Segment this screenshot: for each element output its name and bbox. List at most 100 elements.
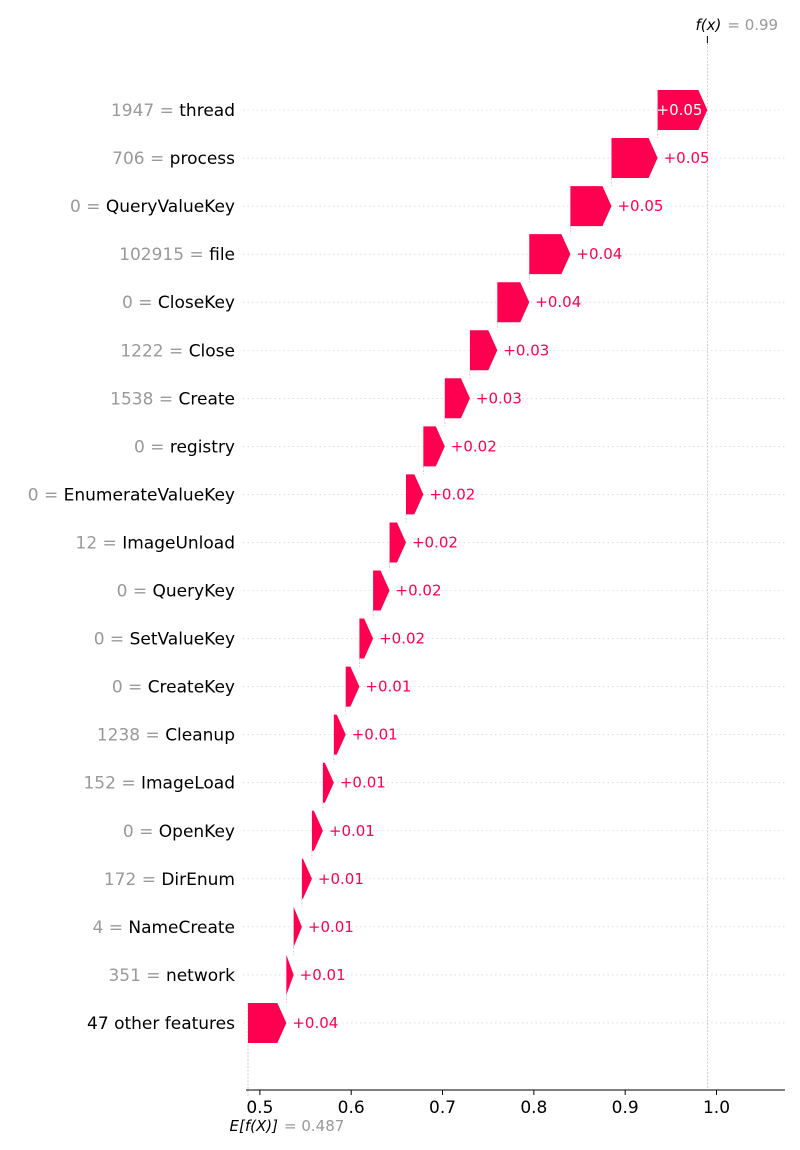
- bar-namecreate: [293, 906, 302, 947]
- feature-name: network: [166, 966, 235, 986]
- bar-value-label: +0.03: [503, 341, 549, 359]
- base-annotation: E[f(X)] = 0.487: [230, 1117, 345, 1135]
- feature-label: 102915 = file: [119, 245, 235, 265]
- reference-lines: [247, 43, 708, 1096]
- feature-name: Create: [179, 389, 236, 409]
- bar-value-label: +0.02: [412, 533, 458, 551]
- x-tick-label: 0.5: [246, 1098, 273, 1118]
- bar-value-label: +0.02: [396, 582, 442, 600]
- bar-47-other-features: [248, 1002, 287, 1043]
- row-gridlines: [243, 109, 785, 1024]
- feature-label: 0 = EnumerateValueKey: [28, 485, 235, 505]
- bar-value-label: +0.02: [379, 630, 425, 648]
- bar-enumeratevaluekey: [405, 474, 424, 515]
- bar-value-label: +0.01: [340, 774, 386, 792]
- feature-name: DirEnum: [161, 870, 235, 890]
- bar-querykey: [373, 570, 390, 611]
- bar-cleanup: [333, 714, 346, 755]
- bar-value-label: +0.01: [365, 678, 411, 696]
- bar-queryvaluekey: [570, 186, 612, 227]
- feature-label: 0 = CloseKey: [122, 293, 235, 313]
- feature-label: 1538 = Create: [110, 389, 235, 409]
- bar-value-label: +0.03: [476, 389, 522, 407]
- contribution-bars: +0.05 +0.05 +0.05 +0.04 +0.04 +0.03 +0.03 +0.02…: [248, 90, 710, 1043]
- feature-name: file: [209, 245, 235, 265]
- feature-value: 0 =: [117, 582, 153, 602]
- feature-label: 0 = QueryKey: [117, 582, 235, 602]
- feature-value: 351 =: [108, 966, 166, 986]
- feature-label: 0 = OpenKey: [123, 822, 235, 842]
- bar-network: [286, 954, 294, 995]
- bar-imageunload: [389, 522, 406, 563]
- feature-name: CreateKey: [148, 678, 235, 698]
- feature-label: 1238 = Cleanup: [97, 726, 235, 746]
- feature-name: QueryKey: [153, 582, 236, 602]
- feature-value: 0 =: [94, 630, 130, 650]
- bar-registry: [423, 426, 445, 467]
- feature-label: 0 = QueryValueKey: [70, 197, 235, 217]
- x-axis: 0.5 0.6 0.7 0.8 0.9 1.0: [246, 1089, 785, 1118]
- feature-name: ImageLoad: [141, 774, 235, 794]
- feature-label: 152 = ImageLoad: [83, 774, 235, 794]
- feature-value: 172 =: [104, 870, 162, 890]
- bar-direnum: [301, 858, 312, 899]
- feature-value: 0 =: [70, 197, 106, 217]
- bar-value-label: +0.02: [429, 485, 475, 503]
- feature-name: 47 other features: [87, 1014, 235, 1034]
- feature-value: 152 =: [83, 774, 141, 794]
- bar-create: [444, 378, 470, 419]
- feature-value: 0 =: [112, 678, 148, 698]
- x-tick-label: 0.8: [520, 1098, 547, 1118]
- feature-name: registry: [170, 437, 235, 457]
- base-label: E[f(X)]: [230, 1117, 279, 1135]
- x-tick-label: 1.0: [703, 1098, 730, 1118]
- fx-annotation: f(x) = 0.99: [695, 16, 778, 43]
- bar-value-label: +0.01: [318, 870, 364, 888]
- feature-value: 12 =: [76, 533, 123, 553]
- bar-value-label: +0.05: [617, 197, 663, 215]
- feature-value: 1947 =: [111, 101, 179, 121]
- feature-value: 1238 =: [97, 726, 165, 746]
- feature-value: 0 =: [134, 437, 170, 457]
- bar-closekey: [497, 282, 530, 323]
- fx-label: f(x): [695, 16, 721, 34]
- bar-value-label: +0.02: [451, 437, 497, 455]
- bar-process: [611, 138, 658, 179]
- bar-setvaluekey: [359, 618, 374, 659]
- bar-imageload: [322, 762, 334, 803]
- bar-value-label: +0.05: [664, 149, 710, 167]
- feature-name: CloseKey: [158, 293, 235, 313]
- x-tick-label: 0.9: [612, 1098, 639, 1118]
- feature-label: 706 = process: [112, 149, 235, 169]
- feature-value: 4 =: [92, 918, 128, 938]
- feature-label: 0 = registry: [134, 437, 235, 457]
- bar-value-label: +0.05: [657, 101, 703, 119]
- feature-label: 12 = ImageUnload: [76, 533, 235, 553]
- bar-value-label: +0.04: [535, 293, 581, 311]
- feature-value: 0 =: [28, 485, 64, 505]
- x-tick-label: 0.7: [429, 1098, 456, 1118]
- feature-name: NameCreate: [128, 918, 235, 938]
- feature-label: 0 = CreateKey: [112, 678, 235, 698]
- feature-name: SetValueKey: [130, 630, 235, 650]
- feature-value: 102915 =: [119, 245, 209, 265]
- base-value: = 0.487: [284, 1117, 344, 1135]
- feature-name: process: [170, 149, 235, 169]
- bar-value-label: +0.01: [329, 822, 375, 840]
- bar-file: [529, 234, 571, 275]
- bar-value-label: +0.01: [300, 966, 346, 984]
- feature-name: OpenKey: [159, 822, 235, 842]
- feature-labels: 1947 = thread 706 = process 0 = QueryValue…: [28, 101, 235, 1034]
- feature-name: Close: [189, 341, 235, 361]
- bar-createkey: [345, 666, 360, 707]
- feature-value: 706 =: [112, 149, 170, 169]
- feature-label: 4 = NameCreate: [92, 918, 235, 938]
- bar-openkey: [311, 810, 323, 851]
- feature-label: 1947 = thread: [111, 101, 235, 121]
- feature-name: QueryValueKey: [106, 197, 235, 217]
- bar-thread: [657, 90, 708, 130]
- feature-label: 1222 = Close: [120, 341, 235, 361]
- feature-name: thread: [179, 101, 235, 121]
- feature-label: 47 other features: [87, 1014, 235, 1034]
